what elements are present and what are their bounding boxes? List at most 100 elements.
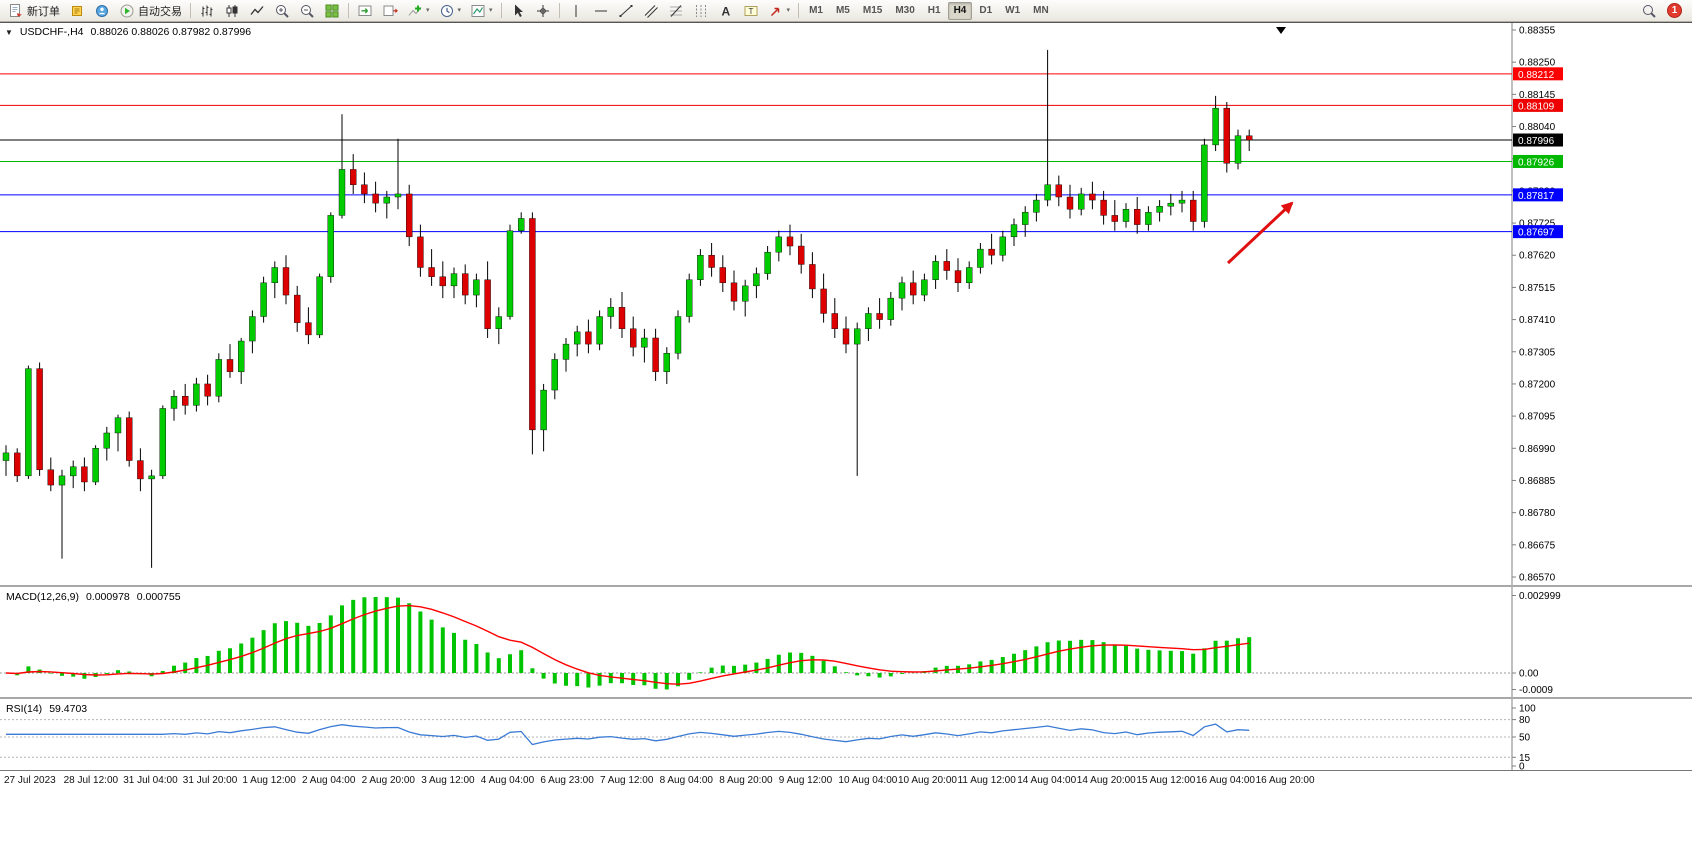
line-chart-icon (250, 5, 264, 15)
channel-tool-button[interactable] (639, 1, 663, 21)
candlestick-icon (226, 4, 238, 17)
autotrading-icon (120, 4, 134, 17)
symbol-dropdown-caret[interactable]: ▼ (5, 27, 13, 37)
timeframe-h4-button[interactable]: H4 (947, 1, 973, 20)
time-axis-label: 7 Aug 12:00 (600, 775, 654, 786)
time-axis-label: 2 Aug 20:00 (361, 775, 415, 786)
metaeditor-button[interactable] (65, 1, 89, 21)
timeframe-m5-button[interactable]: M5 (835, 5, 850, 16)
horizontal-line-tool-button[interactable] (589, 1, 613, 21)
community-button[interactable] (90, 1, 114, 21)
new-order-label: 新订单 (27, 5, 60, 18)
price-axis-label: 0.86990 (1519, 444, 1556, 455)
rsi-line (6, 723, 1250, 746)
new-order-button[interactable]: 新订单 (4, 1, 64, 21)
time-axis-label: 6 Aug 23:00 (540, 775, 594, 786)
fibonacci-tool-button[interactable] (664, 1, 688, 21)
timeframe-h1-button[interactable]: H1 (927, 5, 941, 16)
bar-chart-mode-button[interactable] (195, 1, 219, 21)
dropdown-caret: ▾ (786, 7, 791, 14)
price-axis-label: 0.88145 (1519, 90, 1556, 101)
toolbar-right-group: 1 (1637, 1, 1688, 21)
candlestick-mode-button[interactable] (220, 1, 244, 21)
resistance-line-1-price-box (1513, 67, 1563, 81)
timeframe-w1-button[interactable]: W1 (1005, 5, 1021, 16)
time-axis-label: 3 Aug 12:00 (421, 775, 475, 786)
price-axis-label: 0.87410 (1519, 315, 1556, 326)
trend-arrow-annotation[interactable] (1226, 201, 1294, 265)
crosshair-icon (536, 4, 549, 17)
time-axis-label: 9 Aug 12:00 (778, 775, 833, 786)
search-button[interactable] (1637, 1, 1661, 21)
zoom-out-button[interactable] (295, 1, 319, 21)
price-axis-label: 0.86885 (1519, 476, 1556, 487)
current-price-line-price-box (1513, 133, 1563, 147)
cursor-button[interactable] (506, 1, 530, 21)
time-axis-label: 4 Aug 04:00 (480, 775, 535, 786)
toolbar-separator (190, 3, 191, 18)
tile-windows-button[interactable] (320, 1, 344, 21)
arrows-tool-button[interactable]: ▾ (764, 1, 795, 21)
horizontal-line-icon (594, 10, 607, 11)
metaeditor-icon (72, 5, 82, 16)
new-order-icon (10, 3, 22, 17)
chart-shift-marker[interactable] (1276, 27, 1286, 34)
time-axis-label: 11 Aug 12:00 (957, 775, 1016, 786)
zoom-out-icon (301, 4, 314, 18)
time-axis[interactable]: 27 Jul 2023 28 Jul 12:00 31 Jul 04:00 31 Ju… (0, 770, 1692, 794)
price-axis-label: 0.88040 (1519, 122, 1556, 133)
time-axis-label: 31 Jul 20:00 (182, 775, 238, 786)
svg-text:A: A (721, 4, 730, 18)
zoom-in-button[interactable] (270, 1, 294, 21)
rsi-value: 59.4703 (49, 703, 88, 715)
search-icon (1643, 4, 1656, 18)
indicators-icon (408, 5, 422, 16)
toolbar-separator (558, 3, 560, 18)
timeframe-m1-button[interactable]: M1 (809, 5, 823, 16)
text-label-tool-button[interactable]: T (739, 1, 763, 21)
auto-scroll-icon (358, 5, 372, 16)
chart-symbol-period: USDCHF-,H4 (19, 26, 84, 38)
autotrading-button[interactable]: 自动交易 (115, 1, 186, 21)
periods-button[interactable]: ▾ (435, 1, 466, 21)
tile-windows-icon (325, 4, 339, 17)
price-axis-label: 0.87095 (1519, 412, 1556, 423)
vertical-line-tool-button[interactable] (564, 1, 588, 21)
time-axis-label: 16 Aug 04:00 (1196, 775, 1255, 786)
timeframe-d1-button[interactable]: D1 (979, 5, 993, 16)
vertical-line-icon (575, 4, 577, 17)
timeframe-m15-button[interactable]: M15 (862, 5, 883, 16)
support-line-blue-1-price-box-label: 0.87817 (1518, 191, 1555, 202)
line-chart-mode-button[interactable] (245, 1, 269, 21)
macd-signal-line (5, 604, 1250, 685)
price-chart[interactable]: 0.883550.882500.881450.880400.879350.878… (0, 23, 1692, 585)
chart-shift-button[interactable] (378, 1, 402, 21)
timeframe-mn-button[interactable]: MN (1033, 5, 1049, 16)
macd-histogram (15, 597, 1252, 690)
cycle-lines-tool-button[interactable] (689, 1, 713, 21)
time-axis-label: 8 Aug 20:00 (719, 775, 773, 786)
cycle-lines-icon (695, 4, 706, 17)
trendline-tool-button[interactable] (614, 1, 638, 21)
macd-chart[interactable]: 0.002999 0.00 -0.0009 (0, 587, 1692, 697)
notification-badge[interactable]: 1 (1667, 3, 1682, 18)
text-icon: A (721, 4, 730, 18)
crosshair-button[interactable] (531, 1, 555, 21)
templates-button[interactable]: ▾ (466, 1, 497, 21)
zoom-in-icon (276, 4, 289, 18)
time-axis-label: 1 Aug 12:00 (242, 775, 296, 786)
macd-value-main: 0.000978 (85, 591, 130, 603)
chart-shift-icon (383, 5, 398, 16)
level-line-green-price-box-label: 0.87926 (1518, 157, 1555, 168)
level-line-green-price-box (1513, 154, 1563, 168)
trendline-icon (619, 4, 633, 17)
equidistant-channel-icon (644, 4, 658, 18)
price-axis-label: 0.88250 (1519, 58, 1556, 69)
autotrading-label: 自动交易 (138, 5, 182, 18)
text-tool-button[interactable]: A (714, 1, 738, 21)
timeframe-m30-button[interactable]: M30 (895, 5, 915, 16)
auto-scroll-button[interactable] (353, 1, 377, 21)
macd-label: MACD(12,26,9) 0.000978 0.000755 (6, 591, 181, 603)
indicators-button[interactable]: ▾ (403, 1, 434, 21)
